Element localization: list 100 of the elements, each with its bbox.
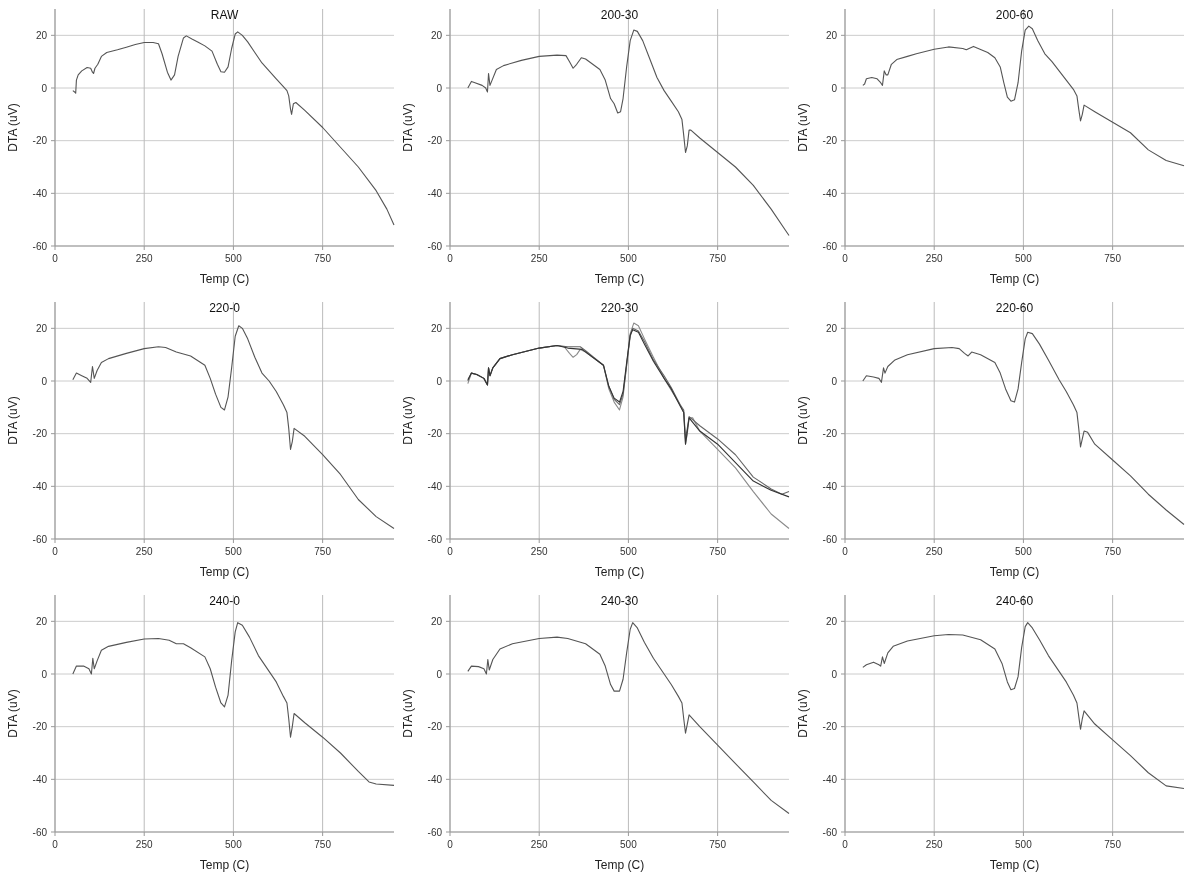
x-tick-label: 250 — [925, 839, 943, 850]
y-tick-label: -60 — [822, 826, 838, 838]
x-tick-label: 250 — [530, 546, 548, 557]
x-tick-label: 500 — [1015, 253, 1033, 264]
x-tick-label: 750 — [1104, 839, 1122, 850]
line-series — [862, 331, 1185, 526]
y-tick-label: -60 — [427, 240, 443, 252]
x-tick-label: 750 — [709, 839, 727, 850]
x-tick-label: 750 — [314, 253, 332, 264]
y-tick-label: -20 — [427, 428, 443, 440]
y-axis-title: DTA (uV) — [401, 396, 415, 445]
x-tick-label: 0 — [52, 546, 59, 557]
y-tick-label: 0 — [831, 375, 838, 387]
x-axis-title: Temp (C) — [594, 272, 645, 286]
y-axis-title: DTA (uV) — [796, 689, 810, 738]
y-tick-label: -60 — [32, 533, 48, 545]
x-tick-label: 500 — [225, 253, 243, 264]
y-tick-label: -20 — [822, 428, 838, 440]
x-tick-label: 750 — [709, 253, 727, 264]
x-tick-label: 0 — [447, 546, 454, 557]
x-tick-label: 0 — [447, 839, 454, 850]
y-tick-label: -60 — [32, 826, 48, 838]
chart-title: 200-30 — [600, 8, 639, 22]
x-tick-label: 250 — [925, 546, 943, 557]
x-tick-label: 250 — [925, 253, 943, 264]
x-tick-label: 0 — [447, 253, 454, 264]
x-axis-title: Temp (C) — [989, 565, 1040, 579]
chart-title: 240-30 — [600, 594, 639, 608]
x-tick-label: 750 — [1104, 546, 1122, 557]
line-series — [72, 622, 395, 786]
x-tick-label: 0 — [842, 839, 849, 850]
y-tick-label: -40 — [822, 480, 838, 492]
y-tick-label: -60 — [822, 240, 838, 252]
y-tick-label: -20 — [32, 721, 48, 733]
y-tick-label: 0 — [41, 82, 48, 94]
x-axis-title: Temp (C) — [989, 858, 1040, 872]
line-series — [862, 622, 1185, 790]
y-tick-label: 20 — [825, 29, 838, 41]
y-tick-label: 20 — [825, 615, 838, 627]
chart-title: RAW — [210, 8, 239, 22]
x-axis-title: Temp (C) — [199, 272, 250, 286]
x-tick-label: 750 — [314, 839, 332, 850]
y-axis-title: DTA (uV) — [401, 103, 415, 152]
x-tick-label: 0 — [842, 253, 849, 264]
y-tick-label: -40 — [427, 480, 443, 492]
x-axis-title: Temp (C) — [594, 858, 645, 872]
x-tick-label: 500 — [225, 546, 243, 557]
y-tick-label: 20 — [825, 322, 838, 334]
chart-title: 220-0 — [209, 301, 241, 315]
y-axis-title: DTA (uV) — [6, 103, 20, 152]
x-tick-label: 250 — [135, 546, 153, 557]
x-tick-label: 500 — [620, 546, 638, 557]
line-series — [72, 31, 395, 226]
x-tick-label: 750 — [709, 546, 727, 557]
line-series — [467, 29, 790, 237]
y-tick-label: -60 — [427, 826, 443, 838]
y-tick-label: 0 — [41, 375, 48, 387]
chart-title: 240-60 — [995, 594, 1034, 608]
chart-title: 200-60 — [995, 8, 1034, 22]
chart-title: 220-60 — [995, 301, 1034, 315]
y-tick-label: -40 — [32, 187, 48, 199]
x-tick-label: 500 — [225, 839, 243, 850]
line-series — [72, 325, 395, 530]
y-tick-label: 20 — [35, 29, 48, 41]
x-tick-label: 500 — [620, 839, 638, 850]
x-tick-label: 500 — [1015, 546, 1033, 557]
x-tick-label: 0 — [52, 839, 59, 850]
y-tick-label: -20 — [427, 135, 443, 147]
y-tick-label: 20 — [35, 615, 48, 627]
y-tick-label: -20 — [427, 721, 443, 733]
chart-title: 240-0 — [209, 594, 241, 608]
x-axis-title: Temp (C) — [594, 565, 645, 579]
x-tick-label: 250 — [530, 839, 548, 850]
y-tick-label: 0 — [831, 82, 838, 94]
y-tick-label: -40 — [427, 187, 443, 199]
y-axis-title: DTA (uV) — [6, 689, 20, 738]
y-tick-label: 20 — [430, 322, 443, 334]
x-axis-title: Temp (C) — [199, 858, 250, 872]
x-tick-label: 0 — [52, 253, 59, 264]
y-axis-title: DTA (uV) — [796, 396, 810, 445]
x-tick-label: 500 — [620, 253, 638, 264]
line-series — [467, 622, 790, 815]
y-tick-label: 20 — [430, 29, 443, 41]
y-tick-label: -60 — [427, 533, 443, 545]
chart-title: 220-30 — [600, 301, 639, 315]
y-tick-label: -40 — [32, 773, 48, 785]
x-tick-label: 250 — [530, 253, 548, 264]
x-tick-label: 250 — [135, 253, 153, 264]
y-tick-label: -20 — [32, 135, 48, 147]
x-tick-label: 750 — [314, 546, 332, 557]
y-tick-label: -20 — [822, 135, 838, 147]
y-tick-label: -40 — [427, 773, 443, 785]
y-tick-label: -60 — [32, 240, 48, 252]
y-tick-label: 0 — [436, 82, 443, 94]
y-axis-title: DTA (uV) — [401, 689, 415, 738]
y-tick-label: 0 — [831, 668, 838, 680]
y-tick-label: -40 — [32, 480, 48, 492]
x-tick-label: 750 — [1104, 253, 1122, 264]
x-tick-label: 500 — [1015, 839, 1033, 850]
y-tick-label: -60 — [822, 533, 838, 545]
